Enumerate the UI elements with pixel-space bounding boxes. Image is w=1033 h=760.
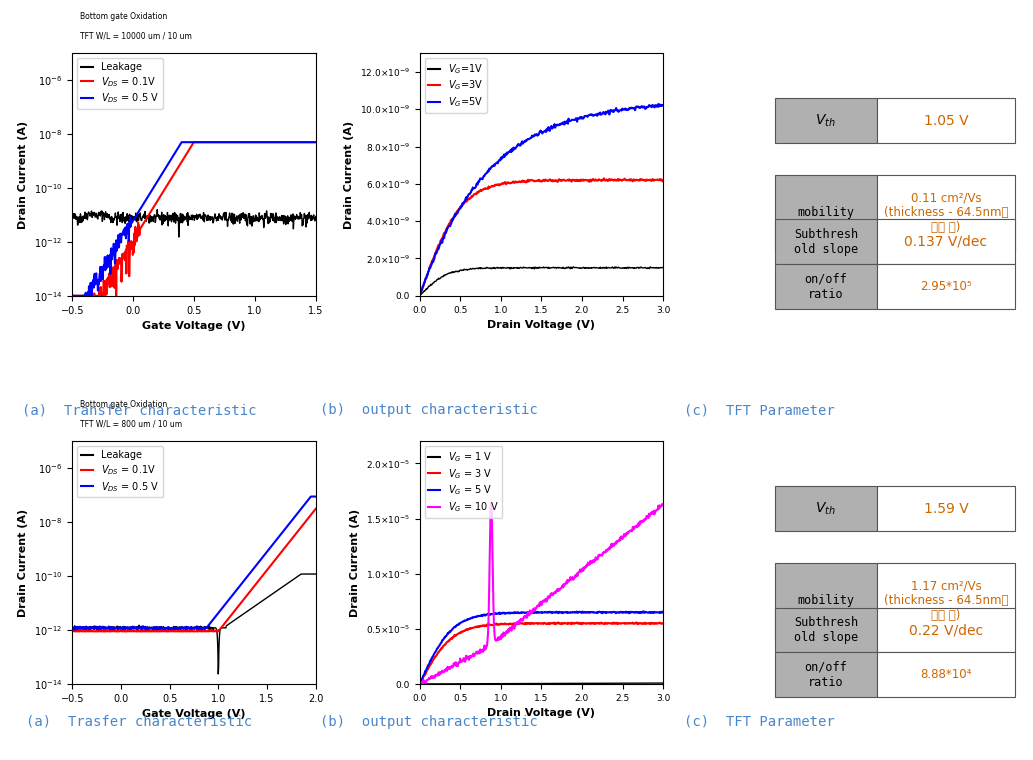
Bar	[877, 98, 1015, 143]
Bar	[877, 607, 1015, 652]
Text: Subthresh
old slope: Subthresh old slope	[793, 616, 858, 644]
Bar	[877, 175, 1015, 251]
Bar	[877, 562, 1015, 639]
Text: TFT W/L = 800 um / 10 um: TFT W/L = 800 um / 10 um	[80, 420, 182, 429]
Y-axis label: Drain Current (A): Drain Current (A)	[350, 508, 361, 617]
Text: Bottom gate Oxidation: Bottom gate Oxidation	[80, 12, 167, 21]
Text: 0.137 V/dec: 0.137 V/dec	[905, 235, 988, 249]
Text: 0.11 cm²/Vs
(thickness - 64.5nm로
계산 시): 0.11 cm²/Vs (thickness - 64.5nm로 계산 시)	[884, 192, 1008, 234]
Text: 2.95*10⁵: 2.95*10⁵	[920, 280, 972, 293]
Text: TFT W/L = 10000 um / 10 um: TFT W/L = 10000 um / 10 um	[80, 32, 191, 40]
Text: (c)  TFT Parameter: (c) TFT Parameter	[684, 715, 835, 729]
Bar	[877, 264, 1015, 309]
Text: $V_{th}$: $V_{th}$	[815, 501, 837, 517]
Text: (a)  Trasfer characteristic: (a) Trasfer characteristic	[27, 715, 252, 729]
Bar	[775, 98, 877, 143]
X-axis label: Drain Voltage (V): Drain Voltage (V)	[488, 320, 595, 330]
Bar	[877, 652, 1015, 698]
Bar	[775, 607, 877, 652]
Text: Bottom gate Oxidation: Bottom gate Oxidation	[80, 401, 167, 410]
Bar	[877, 220, 1015, 264]
Text: mobility: mobility	[797, 594, 854, 607]
Text: $V_{th}$: $V_{th}$	[815, 112, 837, 128]
Bar	[775, 264, 877, 309]
Bar	[775, 652, 877, 698]
Text: on/off
ratio: on/off ratio	[805, 273, 847, 301]
X-axis label: Gate Voltage (V): Gate Voltage (V)	[143, 709, 246, 719]
Bar	[775, 562, 877, 639]
Text: 8.88*10⁴: 8.88*10⁴	[920, 668, 972, 682]
Text: 1.05 V: 1.05 V	[924, 113, 968, 128]
Bar	[775, 175, 877, 251]
Text: (b)  output characteristic: (b) output characteristic	[320, 715, 537, 729]
Legend: $V_G$=1V, $V_G$=3V, $V_G$=5V: $V_G$=1V, $V_G$=3V, $V_G$=5V	[425, 58, 487, 113]
Legend: $V_G$ = 1 V, $V_G$ = 3 V, $V_G$ = 5 V, $V_G$ = 10 V: $V_G$ = 1 V, $V_G$ = 3 V, $V_G$ = 5 V, $…	[425, 446, 502, 518]
Text: (a)  Transfer characteristic: (a) Transfer characteristic	[22, 404, 257, 417]
Bar	[775, 486, 877, 531]
Text: (c)  TFT Parameter: (c) TFT Parameter	[684, 404, 835, 417]
Legend: Leakage, $V_{DS}$ = 0.1V, $V_{DS}$ = 0.5 V: Leakage, $V_{DS}$ = 0.1V, $V_{DS}$ = 0.5…	[77, 58, 162, 109]
Text: 0.22 V/dec: 0.22 V/dec	[909, 623, 983, 637]
X-axis label: Drain Voltage (V): Drain Voltage (V)	[488, 708, 595, 718]
Y-axis label: Drain Current (A): Drain Current (A)	[19, 120, 29, 229]
Text: 1.59 V: 1.59 V	[924, 502, 968, 516]
Text: 1.17 cm²/Vs
(thickness - 64.5nm로
계산 시): 1.17 cm²/Vs (thickness - 64.5nm로 계산 시)	[884, 579, 1008, 622]
Text: mobility: mobility	[797, 206, 854, 219]
Text: Subthresh
old slope: Subthresh old slope	[793, 228, 858, 256]
Text: (b)  output characteristic: (b) output characteristic	[320, 404, 537, 417]
Bar	[775, 220, 877, 264]
Legend: Leakage, $V_{DS}$ = 0.1V, $V_{DS}$ = 0.5 V: Leakage, $V_{DS}$ = 0.1V, $V_{DS}$ = 0.5…	[77, 446, 162, 498]
Y-axis label: Drain Current (A): Drain Current (A)	[344, 120, 354, 229]
Y-axis label: Drain Current (A): Drain Current (A)	[19, 508, 29, 617]
X-axis label: Gate Voltage (V): Gate Voltage (V)	[143, 321, 246, 331]
Bar	[877, 486, 1015, 531]
Text: on/off
ratio: on/off ratio	[805, 661, 847, 689]
